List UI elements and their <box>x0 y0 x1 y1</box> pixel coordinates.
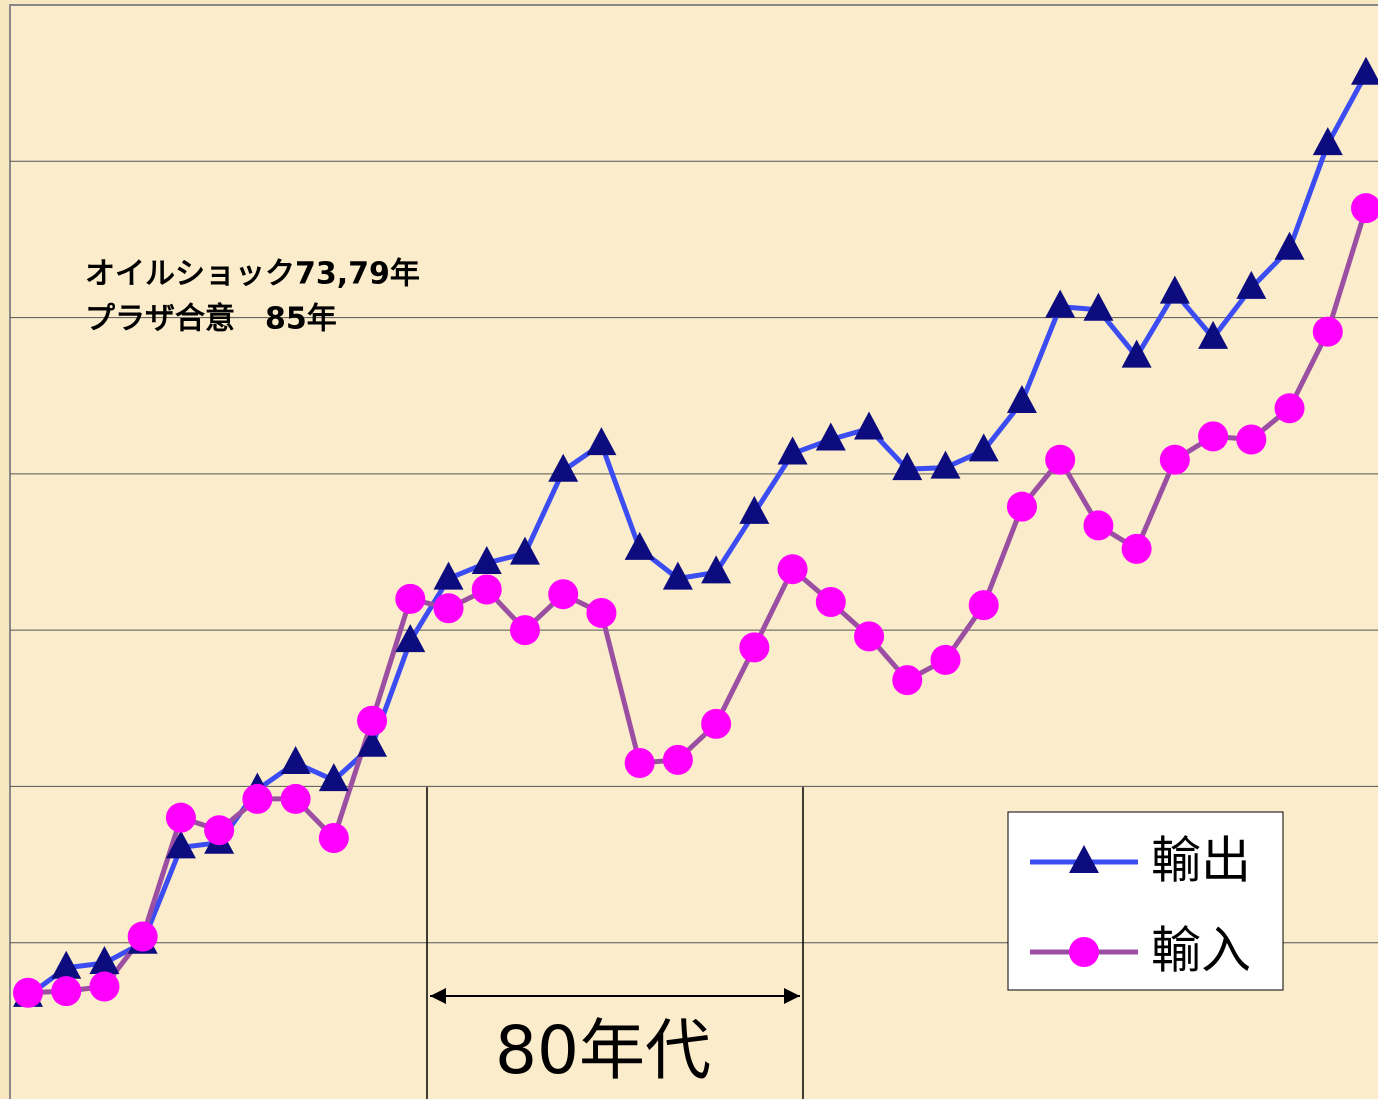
marker <box>318 763 349 792</box>
marker <box>1083 510 1114 541</box>
marker <box>1121 533 1152 564</box>
marker <box>1198 421 1229 452</box>
marker <box>739 632 770 663</box>
marker <box>624 747 655 778</box>
annotation: オイルショック73,79年 <box>85 257 420 292</box>
marker <box>815 587 846 618</box>
marker <box>1069 937 1099 967</box>
marker <box>89 971 120 1002</box>
marker <box>930 450 961 479</box>
marker <box>51 976 82 1007</box>
marker <box>1006 491 1037 522</box>
marker <box>357 705 388 736</box>
marker <box>280 783 311 814</box>
marker <box>127 921 158 952</box>
marker <box>1312 316 1343 347</box>
marker <box>165 830 196 859</box>
marker <box>433 561 464 590</box>
marker <box>395 583 426 614</box>
marker <box>1236 270 1267 299</box>
marker <box>1121 339 1152 368</box>
marker <box>701 708 732 739</box>
annotation: プラザ合意 85年 <box>85 302 337 337</box>
marker <box>1274 231 1305 260</box>
marker <box>1159 444 1190 475</box>
marker <box>892 665 923 696</box>
marker <box>586 427 617 456</box>
marker <box>930 644 961 675</box>
marker <box>242 783 273 814</box>
marker <box>854 411 885 440</box>
marker <box>1198 320 1229 349</box>
marker <box>854 621 885 652</box>
marker <box>1274 393 1305 424</box>
marker <box>1236 424 1267 455</box>
marker <box>471 545 502 574</box>
marker <box>357 728 388 757</box>
marker <box>1312 127 1343 156</box>
legend-label: 輸入 <box>1151 922 1251 980</box>
marker <box>548 453 579 482</box>
marker <box>777 436 808 465</box>
marker <box>815 422 846 451</box>
marker <box>1159 275 1190 304</box>
marker <box>1351 56 1378 85</box>
marker <box>318 823 349 854</box>
marker <box>739 495 770 524</box>
marker <box>701 555 732 584</box>
marker <box>662 561 693 590</box>
marker <box>1083 292 1114 321</box>
marker <box>1069 845 1099 873</box>
marker <box>395 624 426 653</box>
marker <box>433 593 464 624</box>
marker <box>165 802 196 833</box>
marker <box>1045 444 1076 475</box>
marker <box>548 579 579 610</box>
marker <box>51 950 82 979</box>
marker <box>662 744 693 775</box>
marker <box>892 452 923 481</box>
marker <box>89 946 120 975</box>
annotation: 80年代 <box>495 1012 711 1089</box>
marker <box>1351 193 1378 224</box>
marker <box>204 815 235 846</box>
marker <box>1045 289 1076 318</box>
marker <box>624 531 655 560</box>
marker <box>471 574 502 605</box>
marker <box>280 745 311 774</box>
marker <box>509 615 540 646</box>
marker <box>586 597 617 628</box>
marker <box>968 433 999 462</box>
legend-box <box>1007 811 1284 991</box>
marker <box>13 977 43 1008</box>
marker <box>509 536 540 565</box>
marker <box>777 554 808 585</box>
marker <box>1006 384 1037 413</box>
marker <box>968 590 999 621</box>
legend-label: 輸出 <box>1151 832 1251 890</box>
